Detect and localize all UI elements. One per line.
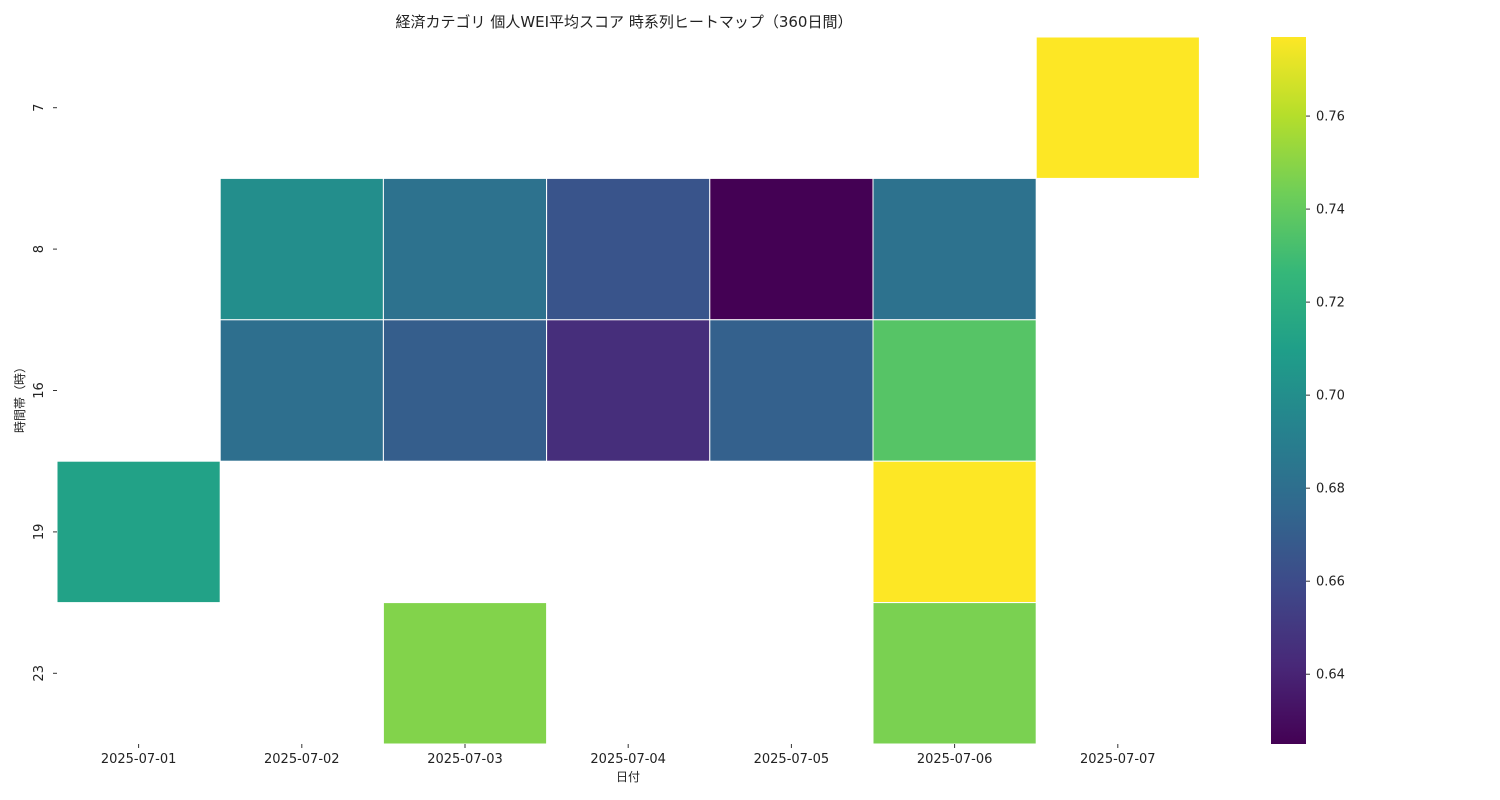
heatmap-cell [382,602,548,745]
heatmap-cell [872,177,1037,321]
heatmap-cell [872,319,1037,462]
colorbar-tick-label: 0.74 [1316,203,1345,218]
heatmap-cell [709,177,874,321]
y-axis: 7 8 16 19 23 [32,104,57,682]
colorbar-tick-label: 0.76 [1316,110,1345,125]
y-tick-label: 19 [32,524,47,541]
colorbar [1271,37,1306,744]
heatmap-cell [219,177,384,321]
colorbar-tick-label: 0.72 [1316,296,1345,311]
heatmap-cell [382,319,548,462]
y-tick-label: 8 [32,245,47,253]
y-axis-label: 時間帯（時） [13,361,27,433]
x-axis-label: 日付 [616,770,640,784]
x-tick-label: 2025-07-05 [754,752,830,767]
heatmap-cell [56,460,221,604]
x-tick-label: 2025-07-06 [917,752,993,767]
heatmap-cell [546,319,711,462]
heatmap-cell [1035,36,1200,179]
x-tick-label: 2025-07-04 [590,752,666,767]
heatmap-cell [872,602,1037,745]
colorbar-tick-label: 0.68 [1316,482,1345,497]
heatmap-cell [219,319,384,462]
heatmap-cell [382,177,548,321]
y-tick-label: 16 [32,382,47,399]
heatmap-cells [56,36,1200,745]
x-tick-label: 2025-07-01 [101,752,177,767]
y-tick-label: 7 [32,104,47,112]
colorbar-tick-label: 0.70 [1316,389,1345,404]
heatmap-cell [872,460,1037,604]
colorbar-tick-label: 0.64 [1316,668,1345,683]
colorbar-ticks: 0.64 0.66 0.68 0.70 0.72 0.74 0.76 [1306,110,1345,683]
chart-title: 経済カテゴリ 個人WEI平均スコア 時系列ヒートマップ（360日間） [396,13,853,31]
x-tick-label: 2025-07-07 [1080,752,1156,767]
x-tick-label: 2025-07-03 [427,752,503,767]
heatmap-cell [546,177,711,321]
heatmap-cell [709,319,874,462]
x-tick-label: 2025-07-02 [264,752,340,767]
colorbar-tick-label: 0.66 [1316,575,1345,590]
x-axis: 2025-07-01 2025-07-02 2025-07-03 2025-07-04… [101,744,1156,767]
y-tick-label: 23 [32,665,47,682]
